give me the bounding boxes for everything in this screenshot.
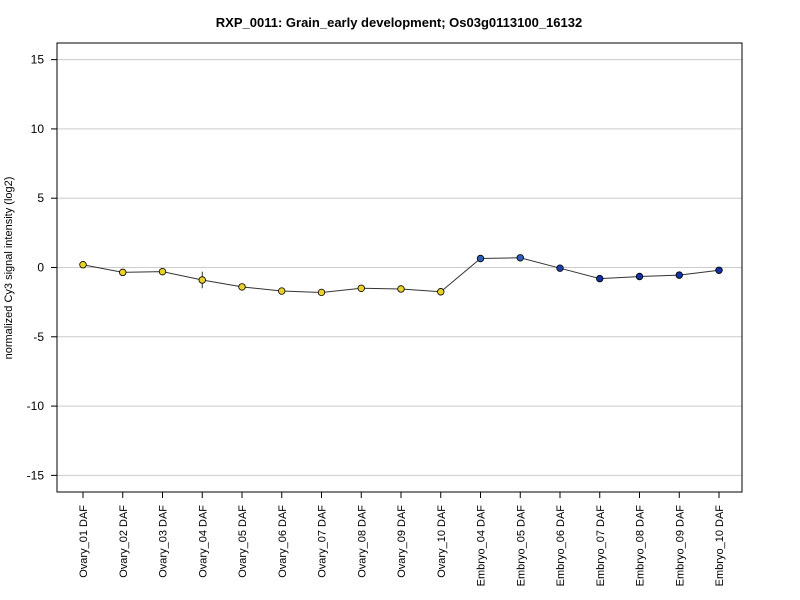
grid-lines xyxy=(57,59,742,476)
x-tick-label: Embryo_06 DAF xyxy=(555,505,567,587)
y-tick-label: -10 xyxy=(27,399,45,413)
x-tick-label: Embryo_09 DAF xyxy=(674,505,686,587)
data-series xyxy=(79,254,723,297)
data-point xyxy=(596,274,604,283)
data-point xyxy=(79,261,87,269)
x-tick-label: Ovary_02 DAF xyxy=(118,505,130,578)
x-tick-label: Ovary_04 DAF xyxy=(197,505,209,578)
y-tick-label: 0 xyxy=(37,261,44,275)
y-tick-label: -5 xyxy=(33,330,44,344)
data-point xyxy=(278,287,286,295)
x-tick-label: Embryo_10 DAF xyxy=(714,505,726,587)
data-point xyxy=(476,254,485,263)
data-point xyxy=(715,266,723,274)
x-tick-label: Embryo_04 DAF xyxy=(476,505,488,587)
data-point xyxy=(317,288,326,297)
data-point xyxy=(556,264,564,272)
x-tick-label: Ovary_03 DAF xyxy=(158,505,170,578)
data-point xyxy=(675,271,683,279)
data-point xyxy=(635,272,644,281)
x-tick-label: Ovary_09 DAF xyxy=(396,505,408,578)
x-axis: Ovary_01 DAF Ovary_02 DAF Ovary_03 DAF Ovar… xyxy=(78,492,726,586)
data-point xyxy=(119,268,127,277)
x-tick-label: Ovary_07 DAF xyxy=(317,505,329,578)
data-point xyxy=(238,283,246,291)
data-point xyxy=(158,267,167,276)
data-point xyxy=(516,254,524,262)
x-tick-label: Ovary_05 DAF xyxy=(237,505,249,578)
y-axis-label: normalized Cy3 signal intensity (log2) xyxy=(3,177,15,360)
data-point xyxy=(198,276,206,284)
data-point xyxy=(357,284,365,292)
y-tick-label: -15 xyxy=(27,468,45,482)
x-tick-label: Ovary_08 DAF xyxy=(356,505,368,578)
x-tick-label: Embryo_07 DAF xyxy=(595,505,607,587)
x-tick-label: Ovary_10 DAF xyxy=(436,505,448,578)
y-axis: -15 -10 -5 0 5 10 15 xyxy=(27,53,57,482)
x-tick-label: Embryo_05 DAF xyxy=(515,505,527,587)
data-point xyxy=(437,288,445,296)
data-point xyxy=(397,285,405,293)
y-tick-label: 5 xyxy=(37,191,44,205)
x-tick-label: Ovary_01 DAF xyxy=(78,505,90,578)
x-tick-label: Embryo_08 DAF xyxy=(635,505,647,587)
y-tick-label: 10 xyxy=(31,122,45,136)
x-tick-label: Ovary_06 DAF xyxy=(277,505,289,578)
chart-title: RXP_0011: Grain_early development; Os03g… xyxy=(216,15,582,30)
y-tick-label: 15 xyxy=(31,53,45,67)
